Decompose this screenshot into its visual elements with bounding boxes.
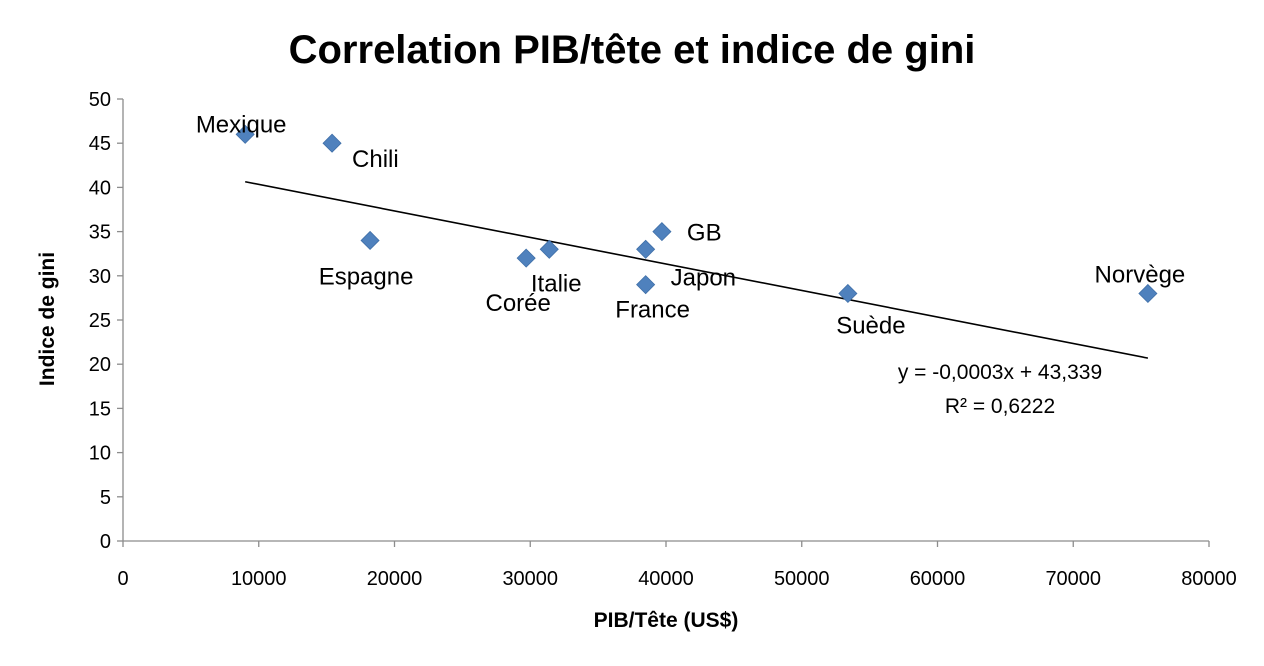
x-tick-label: 80000 (1181, 568, 1237, 590)
point-label-espagne: Espagne (319, 263, 414, 290)
trendline (245, 180, 1149, 359)
x-tick-label: 20000 (367, 568, 423, 590)
x-tick-label: 60000 (910, 568, 966, 590)
chart-title: Correlation PIB/tête et indice de gini (289, 28, 976, 72)
x-axis-ticks: 0 10000 20000 30000 40000 50000 60000 70000 8000… (117, 541, 1237, 590)
point-label-france: France (615, 297, 690, 324)
data-point-mexique (235, 124, 255, 144)
data-point-japon (636, 239, 656, 259)
point-label-mexique: Mexique (196, 111, 287, 138)
y-axis-ticks: 0 5 10 15 20 25 30 35 40 45 50 (89, 89, 123, 553)
data-point-corée (516, 248, 536, 268)
y-tick-label: 40 (89, 177, 111, 199)
point-label-corée: Corée (485, 290, 550, 317)
y-tick-label: 30 (89, 266, 111, 288)
y-tick-label: 10 (89, 443, 111, 465)
x-tick-label: 40000 (638, 568, 694, 590)
data-point-norvège (1138, 283, 1158, 304)
trendline-r-squared: R² = 0,6222 (945, 395, 1055, 418)
x-tick-label: 0 (117, 568, 128, 590)
data-points (235, 124, 1158, 304)
data-point-italie (539, 239, 559, 259)
y-tick-label: 35 (89, 222, 111, 244)
trendline-equation: y = -0,0003x + 43,339 (898, 361, 1102, 384)
data-point-suède (838, 283, 858, 304)
point-label-japon: Japon (671, 264, 736, 291)
y-tick-label: 45 (89, 133, 111, 155)
y-axis-title: Indice de gini (36, 252, 59, 386)
x-tick-label: 50000 (774, 568, 830, 590)
y-tick-label: 15 (89, 398, 111, 420)
point-label-suède: Suède (836, 312, 905, 339)
data-point-espagne (360, 230, 380, 251)
x-tick-label: 70000 (1045, 568, 1101, 590)
y-tick-label: 20 (89, 354, 111, 376)
data-point-france (636, 275, 656, 295)
y-tick-label: 50 (89, 89, 111, 111)
point-label-gb: GB (687, 220, 722, 247)
point-label-italie: Italie (531, 270, 582, 297)
data-point-chili (322, 133, 342, 153)
point-label-norvège: Norvège (1095, 261, 1186, 288)
x-axis-title: PIB/Tête (US$) (594, 609, 739, 632)
data-point-gb (652, 222, 672, 242)
point-label-chili: Chili (352, 146, 399, 173)
x-tick-label: 30000 (502, 568, 558, 590)
y-tick-label: 0 (100, 531, 111, 553)
x-tick-label: 10000 (231, 568, 287, 590)
y-tick-label: 25 (89, 310, 111, 332)
y-tick-label: 5 (100, 487, 111, 509)
